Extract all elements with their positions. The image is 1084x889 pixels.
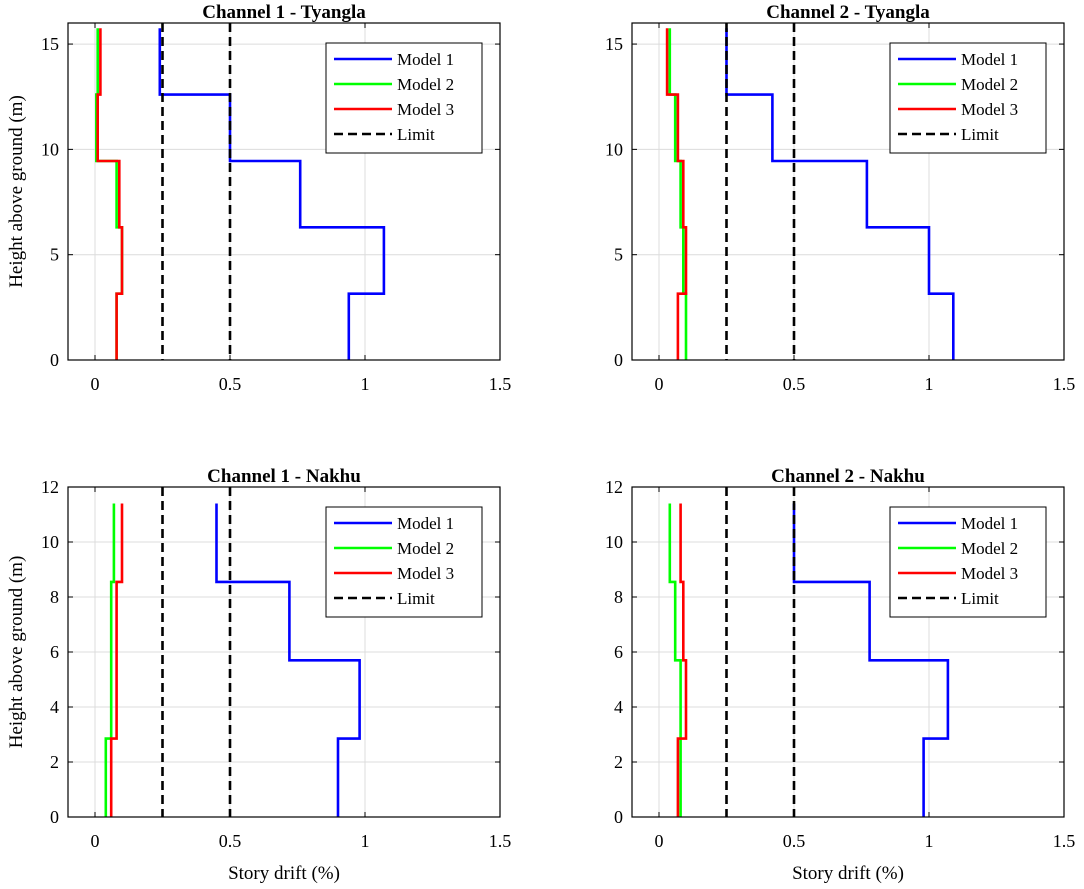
x-tick-label: 1	[925, 831, 934, 851]
legend-label: Limit	[961, 589, 999, 608]
y-tick-label: 5	[50, 245, 59, 265]
legend-label: Model 3	[397, 100, 454, 119]
legend: Model 1 Model 2 Model 3 Limit	[889, 42, 1047, 154]
y-tick-label: 12	[41, 477, 59, 497]
axes-frame	[631, 22, 1065, 361]
x-tick-label: 1	[925, 374, 934, 394]
legend-label: Model 3	[397, 564, 454, 583]
axes-frame	[67, 22, 501, 361]
legend-label: Model 3	[961, 564, 1018, 583]
x-axis-label: Story drift (%)	[792, 863, 904, 884]
y-tick-label: 0	[614, 807, 623, 827]
chart-panel: 0 0.5 1 1.5 0 2 4 6 8 10 12 Channel 2 - Nakhu Story …	[605, 466, 1075, 884]
y-tick-label: 8	[50, 587, 59, 607]
legend-label: Model 2	[397, 75, 454, 94]
x-tick-label: 0.5	[219, 831, 242, 851]
y-axis-label: Height above ground (m)	[6, 556, 27, 749]
y-tick-label: 0	[50, 807, 59, 827]
chart-title: Channel 2 - Tyangla	[766, 2, 930, 23]
legend-label: Model 1	[961, 514, 1018, 533]
series-line-model-1	[725, 28, 955, 360]
x-axis-label: Story drift (%)	[228, 863, 340, 884]
legend-label: Model 2	[961, 539, 1018, 558]
legend: Model 1 Model 2 Model 3 Limit	[325, 506, 483, 618]
chart-panel: 0 0.5 1 1.5 0 2 4 6 8 10 12 Channel 1 - Nakhu Story …	[6, 466, 511, 884]
legend-label: Model 1	[961, 50, 1018, 69]
legend-label: Limit	[397, 589, 435, 608]
legend-label: Limit	[397, 125, 435, 144]
x-tick-label: 0	[655, 374, 664, 394]
y-tick-label: 5	[614, 245, 623, 265]
chart-title: Channel 1 - Nakhu	[207, 466, 361, 487]
x-tick-label: 1	[361, 831, 370, 851]
y-tick-label: 10	[41, 139, 59, 159]
legend-label: Model 3	[961, 100, 1018, 119]
y-tick-label: 0	[50, 350, 59, 370]
legend: Model 1 Model 2 Model 3 Limit	[325, 42, 483, 154]
x-tick-label: 0	[91, 831, 100, 851]
y-tick-label: 4	[614, 697, 623, 717]
series-line-model-1	[215, 503, 361, 817]
x-tick-label: 1.5	[1053, 831, 1076, 851]
x-tick-label: 0	[91, 374, 100, 394]
x-tick-label: 1.5	[489, 831, 512, 851]
y-tick-label: 10	[605, 139, 623, 159]
x-tick-label: 1.5	[1053, 374, 1076, 394]
x-tick-label: 0.5	[783, 831, 806, 851]
x-tick-label: 0	[655, 831, 664, 851]
legend: Model 1 Model 2 Model 3 Limit	[889, 506, 1047, 618]
chart-title: Channel 2 - Nakhu	[771, 466, 925, 487]
series-line-model-3	[96, 28, 124, 360]
y-tick-label: 15	[41, 34, 59, 54]
y-tick-label: 10	[41, 532, 59, 552]
series-line-model-2	[104, 503, 116, 817]
chart-title: Channel 1 - Tyangla	[202, 2, 366, 23]
y-tick-label: 8	[614, 587, 623, 607]
y-tick-label: 2	[614, 752, 623, 772]
legend-label: Model 1	[397, 514, 454, 533]
y-tick-label: 12	[605, 477, 623, 497]
legend-label: Model 2	[397, 539, 454, 558]
y-tick-label: 2	[50, 752, 59, 772]
y-axis-label: Height above ground (m)	[6, 95, 27, 288]
series-line-model-3	[109, 503, 124, 817]
y-tick-label: 10	[605, 532, 623, 552]
y-tick-label: 15	[605, 34, 623, 54]
legend-label: Limit	[961, 125, 999, 144]
series-line-model-3	[665, 28, 688, 360]
x-tick-label: 0.5	[783, 374, 806, 394]
chart-panel: 0 0.5 1 1.5 0 5 10 15 Channel 1 - Tyangla Height …	[6, 2, 511, 394]
series-line-model-1	[792, 503, 950, 817]
series-line-model-3	[676, 503, 688, 817]
chart-panel: 0 0.5 1 1.5 0 5 10 15 Channel 2 - Tyangla Model 1…	[605, 2, 1075, 394]
legend-label: Model 1	[397, 50, 454, 69]
y-tick-label: 6	[614, 642, 623, 662]
y-tick-label: 0	[614, 350, 623, 370]
series-line-model-1	[158, 28, 386, 360]
x-tick-label: 0.5	[219, 374, 242, 394]
y-tick-label: 6	[50, 642, 59, 662]
x-tick-label: 1	[361, 374, 370, 394]
x-tick-label: 1.5	[489, 374, 512, 394]
y-tick-label: 4	[50, 697, 59, 717]
legend-label: Model 2	[961, 75, 1018, 94]
